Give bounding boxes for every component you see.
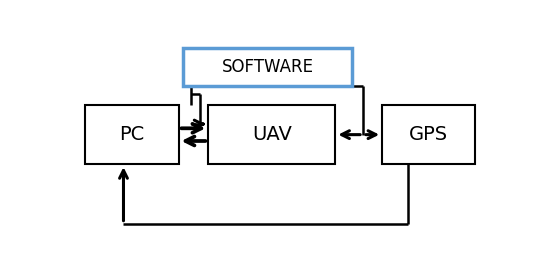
FancyBboxPatch shape — [183, 48, 352, 86]
Text: UAV: UAV — [252, 125, 292, 144]
FancyBboxPatch shape — [208, 105, 335, 164]
FancyBboxPatch shape — [85, 105, 178, 164]
Text: PC: PC — [119, 125, 144, 144]
Text: SOFTWARE: SOFTWARE — [222, 58, 313, 76]
Text: GPS: GPS — [409, 125, 449, 144]
FancyBboxPatch shape — [382, 105, 475, 164]
